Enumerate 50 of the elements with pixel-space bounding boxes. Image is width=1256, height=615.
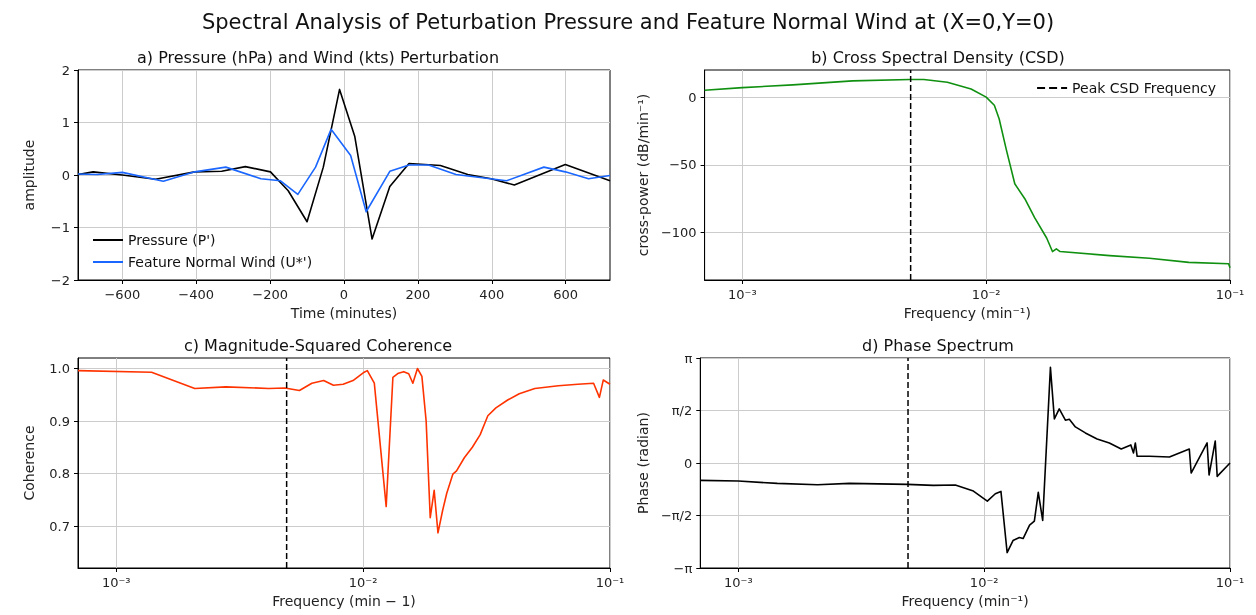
y-tick-label: 1.0 [49,361,70,376]
y-tick-label: −50 [669,157,697,173]
line-series [77,128,611,213]
y-tick-label: 0.8 [49,466,70,481]
x-axis-title: Frequency (min − 1) [272,593,416,609]
y-tick-label: π/2 [671,403,693,418]
ref-line-label: Peak CSD Frequency [1072,80,1217,96]
x-tick-label: 10⁻² [348,575,378,590]
x-axis-title: Time (minutes) [289,305,398,321]
chart-subtitle: c) Magnitude-Squared Coherence [183,335,453,355]
x-tick-label: 10⁻³ [728,287,757,302]
x-tick-label: 600 [553,287,579,302]
x-tick-label: 10⁻¹ [1215,287,1245,302]
y-tick-label: −2 [50,272,70,288]
y-tick-label: 0 [683,455,693,471]
x-tick-label: 10⁻¹ [595,575,625,590]
y-axis-title: Coherence [21,425,37,501]
chart-title: Spectral Analysis of Peturbation Pressure and Feature Normal Wind at (X=0,Y=0) [200,10,1056,34]
y-tick-label: π [684,350,693,366]
x-tick-label: 10⁻³ [724,575,753,590]
x-tick-label: −400 [178,287,215,302]
y-axis-title: Phase (radian) [635,412,651,514]
x-tick-label: 400 [479,287,505,302]
y-tick-label: 2 [61,62,70,78]
legend-label: Feature Normal Wind (U*') [128,254,313,270]
x-tick-label: 10⁻¹ [1215,575,1245,590]
y-axis-title: cross-power (dB/min⁻¹) [635,93,651,257]
y-tick-label: −π/2 [660,508,693,523]
x-tick-label: 10⁻³ [101,575,131,590]
x-tick-label: 200 [405,287,431,302]
x-axis-title: Frequency (min⁻¹) [903,305,1031,321]
legend-label: Pressure (P') [128,232,216,248]
x-tick-label: 10⁻² [969,575,999,590]
chart-subtitle: b) Cross Spectral Density (CSD) [811,47,1065,67]
x-tick-label: 0 [339,287,349,302]
y-axis-title: amplitude [21,139,37,211]
y-tick-label: 0 [688,89,697,105]
y-tick-label: 0 [61,167,70,183]
y-tick-label: −π [673,560,693,576]
y-tick-label: 0.9 [49,413,70,429]
y-tick-label: −100 [660,225,697,241]
chart-subtitle: d) Phase Spectrum [862,335,1014,355]
y-tick-label: −1 [50,220,70,235]
x-tick-label: 10⁻² [971,287,1001,302]
chart-subtitle: a) Pressure (hPa) and Wind (kts) Perturbation [136,47,500,67]
y-tick-label: 0.7 [49,518,70,534]
y-tick-label: 1 [61,115,70,130]
x-axis-title: Frequency (min⁻¹) [901,593,1029,609]
x-tick-label: −600 [104,287,141,302]
x-tick-label: −200 [252,287,288,302]
